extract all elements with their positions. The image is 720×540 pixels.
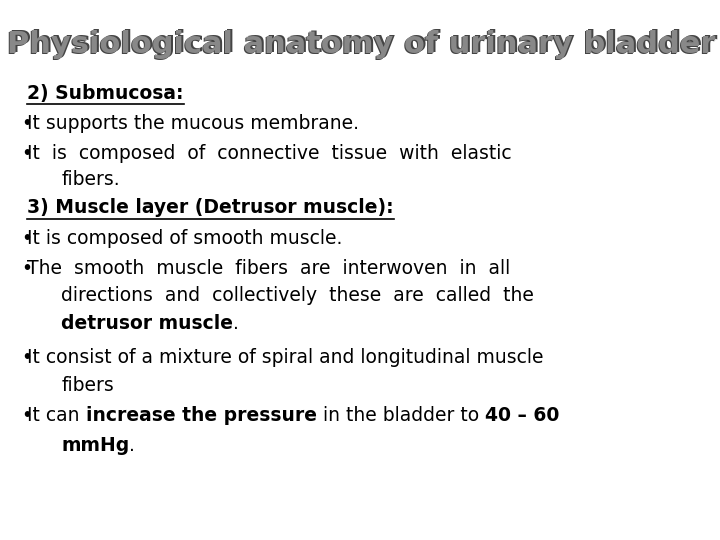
Text: 3) Muscle layer (Detrusor muscle):: 3) Muscle layer (Detrusor muscle): — [27, 198, 394, 217]
Text: It supports the mucous membrane.: It supports the mucous membrane. — [27, 114, 359, 133]
Text: Physiological anatomy of urinary bladder: Physiological anatomy of urinary bladder — [9, 29, 717, 58]
Text: in the bladder to: in the bladder to — [317, 406, 485, 425]
Text: mmHg: mmHg — [61, 436, 130, 455]
Text: •: • — [22, 114, 32, 133]
Text: directions  and  collectively  these  are  called  the: directions and collectively these are ca… — [61, 286, 534, 305]
Text: 2) Submucosa:: 2) Submucosa: — [27, 84, 184, 103]
Text: The  smooth  muscle  fibers  are  interwoven  in  all: The smooth muscle fibers are interwoven … — [27, 259, 510, 278]
Text: •: • — [22, 348, 32, 367]
Text: •: • — [22, 229, 32, 248]
Text: •: • — [22, 406, 32, 425]
Text: increase the pressure: increase the pressure — [86, 406, 317, 425]
Text: It can: It can — [27, 406, 86, 425]
Text: fibers: fibers — [61, 376, 114, 395]
Text: fibers.: fibers. — [61, 170, 120, 189]
Text: It is composed of smooth muscle.: It is composed of smooth muscle. — [27, 229, 343, 248]
Text: Physiological anatomy of urinary bladder: Physiological anatomy of urinary bladder — [7, 30, 716, 59]
Text: It consist of a mixture of spiral and longitudinal muscle: It consist of a mixture of spiral and lo… — [27, 348, 544, 367]
Text: 40 – 60: 40 – 60 — [485, 406, 559, 425]
Text: .: . — [130, 436, 135, 455]
Text: .: . — [233, 314, 239, 333]
Text: detrusor muscle: detrusor muscle — [61, 314, 233, 333]
Text: •: • — [22, 144, 32, 163]
Text: Physiological anatomy of urinary bladder: Physiological anatomy of urinary bladder — [6, 31, 715, 60]
Text: •: • — [22, 259, 32, 278]
Text: It  is  composed  of  connective  tissue  with  elastic: It is composed of connective tissue with… — [27, 144, 512, 163]
